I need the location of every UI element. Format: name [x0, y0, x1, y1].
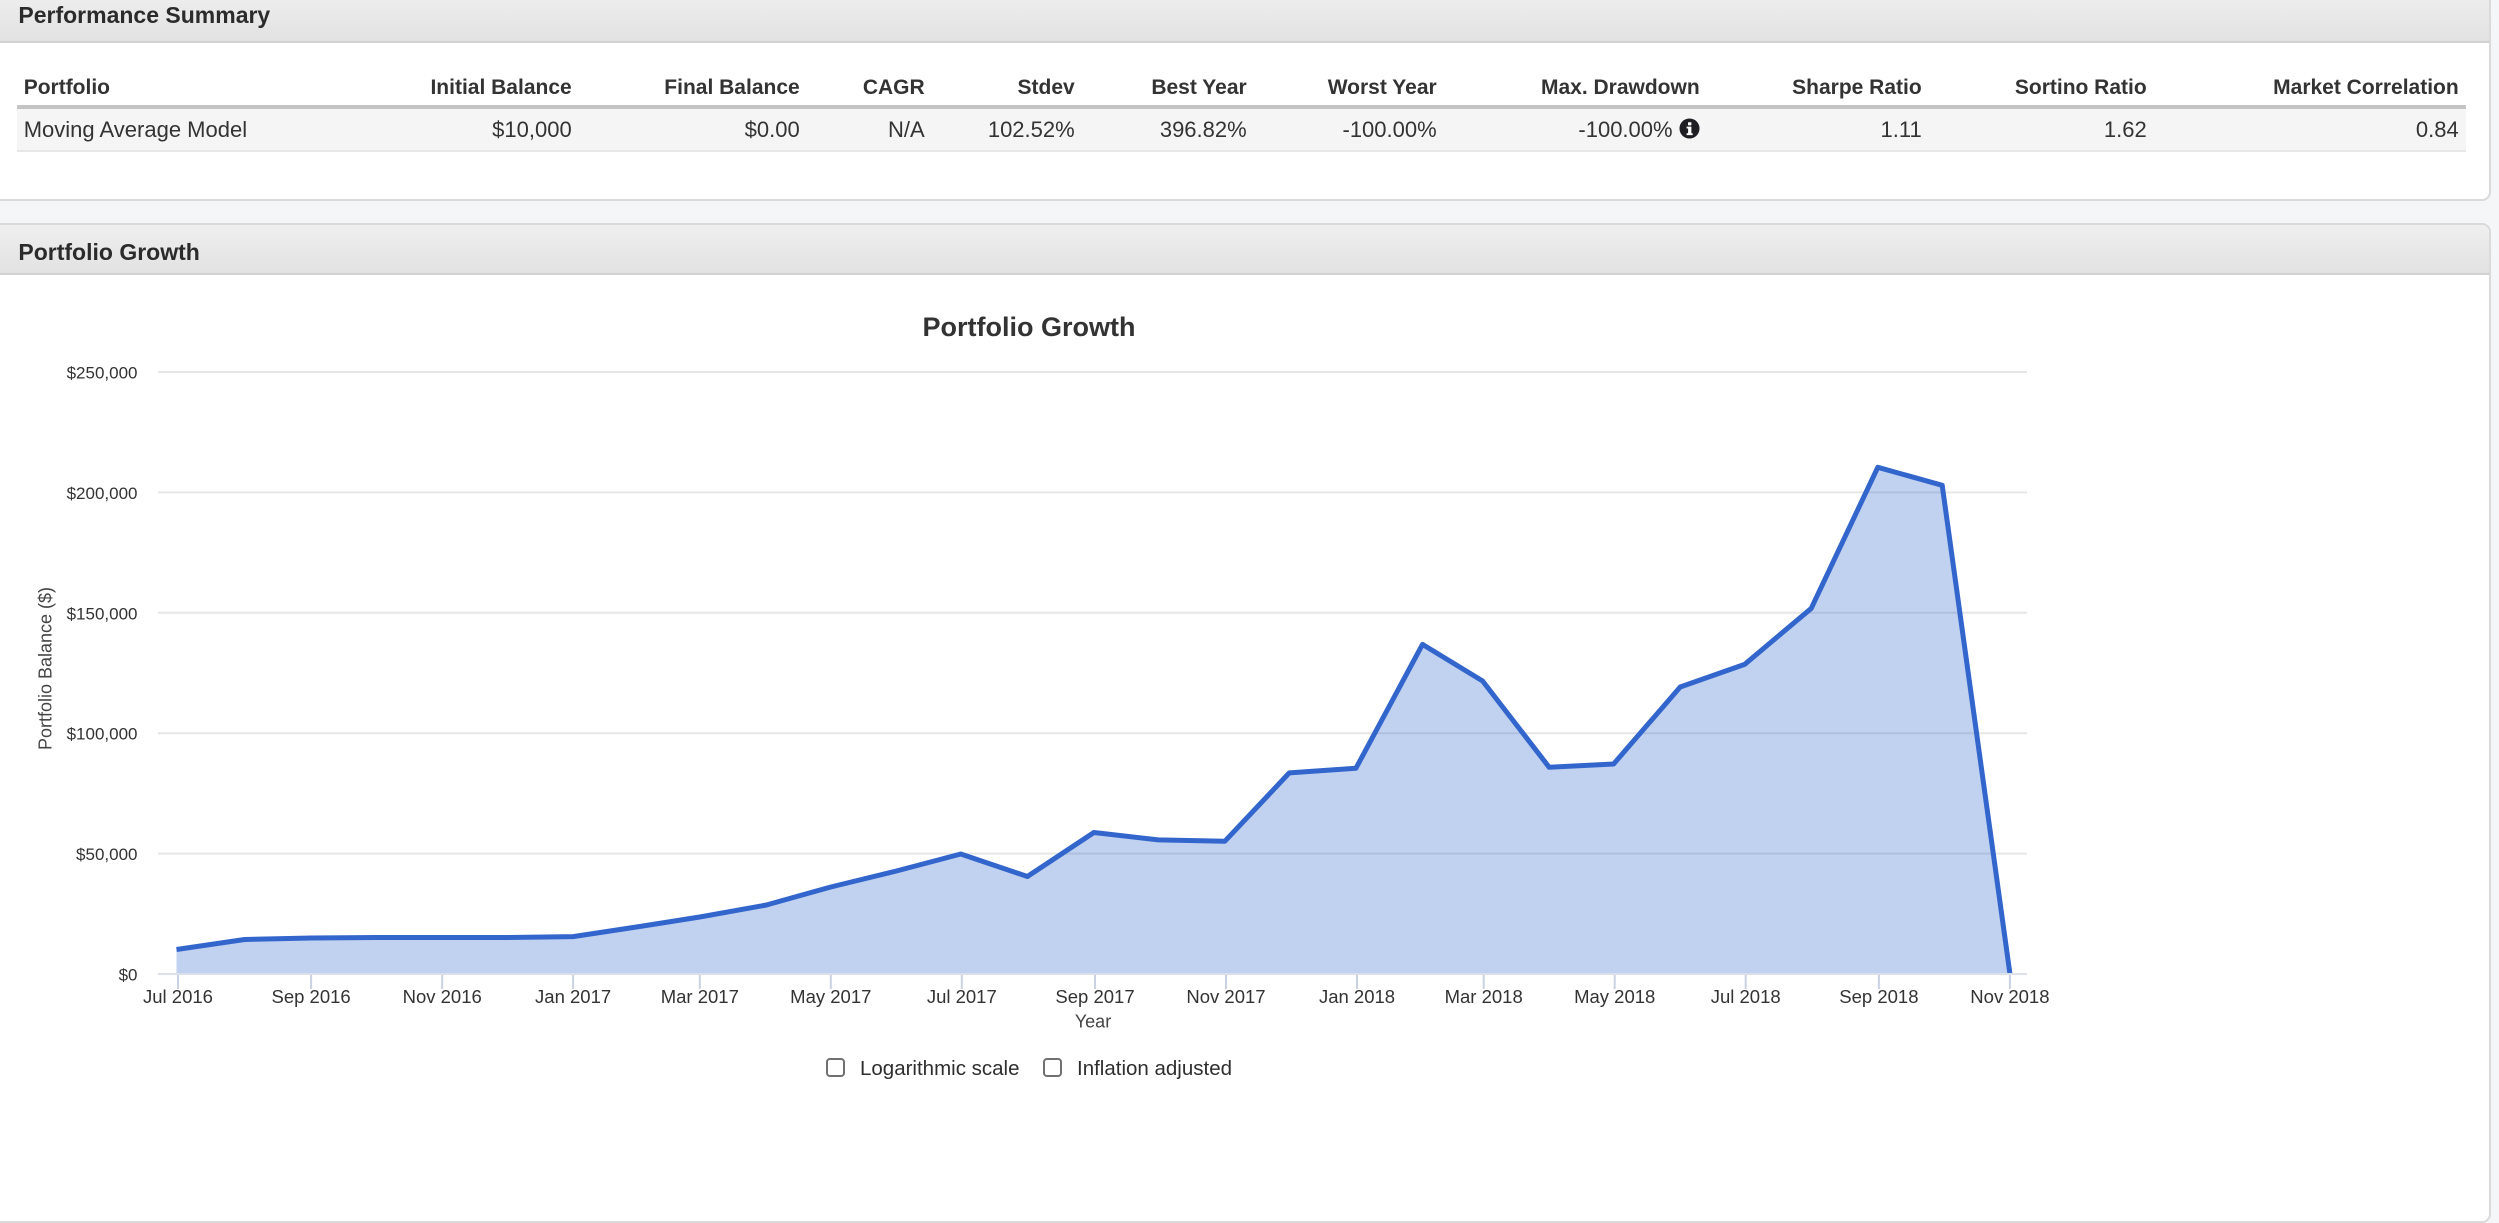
svg-text:Mar 2017: Mar 2017 [661, 986, 739, 1007]
svg-text:Jul 2017: Jul 2017 [927, 986, 997, 1007]
svg-text:Sep 2017: Sep 2017 [1055, 986, 1134, 1007]
svg-text:Jul 2016: Jul 2016 [143, 986, 213, 1007]
svg-text:Portfolio Growth: Portfolio Growth [923, 312, 1136, 342]
svg-text:Year: Year [1075, 1012, 1111, 1032]
svg-text:May 2018: May 2018 [1574, 986, 1655, 1007]
svg-text:$50,000: $50,000 [76, 845, 137, 864]
svg-text:Portfolio Balance ($): Portfolio Balance ($) [36, 587, 56, 750]
svg-text:$100,000: $100,000 [67, 725, 138, 744]
svg-text:$150,000: $150,000 [67, 604, 138, 623]
svg-text:$250,000: $250,000 [67, 364, 138, 383]
svg-text:Sep 2016: Sep 2016 [271, 986, 350, 1007]
svg-text:Jul 2018: Jul 2018 [1711, 986, 1781, 1007]
svg-text:Jan 2017: Jan 2017 [535, 986, 611, 1007]
svg-text:$200,000: $200,000 [67, 484, 138, 503]
svg-text:$0: $0 [119, 966, 138, 985]
svg-text:Mar 2018: Mar 2018 [1445, 986, 1523, 1007]
svg-text:Nov 2016: Nov 2016 [403, 986, 482, 1007]
svg-text:May 2017: May 2017 [790, 986, 871, 1007]
svg-text:Nov 2018: Nov 2018 [1970, 986, 2049, 1007]
svg-text:Jan 2018: Jan 2018 [1319, 986, 1395, 1007]
svg-text:Nov 2017: Nov 2017 [1186, 986, 1265, 1007]
svg-text:Sep 2018: Sep 2018 [1839, 986, 1918, 1007]
